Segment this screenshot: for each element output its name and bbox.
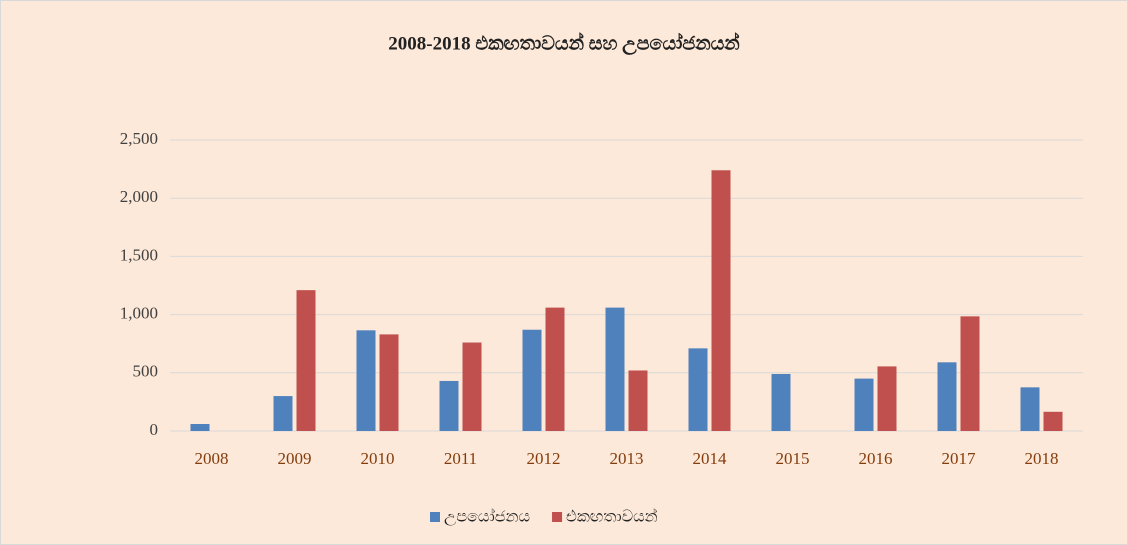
bar: [1020, 387, 1040, 431]
x-tick-label: 2014: [693, 449, 728, 468]
bar: [688, 348, 708, 431]
y-tick-label: 1,000: [120, 304, 158, 323]
bar: [522, 329, 542, 431]
bar: [273, 396, 293, 431]
bar: [711, 170, 731, 431]
x-tick-label: 2009: [278, 449, 312, 468]
x-tick-label: 2017: [942, 449, 977, 468]
bar: [1043, 411, 1063, 431]
bar: [190, 424, 210, 431]
y-tick-label: 1,500: [120, 245, 158, 264]
y-tick-label: 2,000: [120, 187, 158, 206]
x-tick-label: 2018: [1025, 449, 1059, 468]
bar: [439, 380, 459, 431]
bar: [545, 307, 565, 431]
legend-label: උපයෝජනය: [444, 508, 530, 527]
bar: [854, 378, 874, 431]
bar: [379, 334, 399, 431]
bar: [628, 370, 648, 431]
legend-swatch: [430, 512, 440, 522]
bar: [356, 330, 376, 431]
bar: [771, 373, 791, 431]
x-tick-label: 2008: [195, 449, 229, 468]
x-tick-label: 2011: [444, 449, 477, 468]
bar: [462, 342, 482, 431]
x-tick-label: 2012: [527, 449, 561, 468]
x-tick-label: 2016: [859, 449, 893, 468]
bar: [877, 366, 897, 431]
y-tick-label: 500: [133, 362, 159, 381]
y-tick-label: 2,500: [120, 129, 158, 148]
bar: [960, 316, 980, 431]
x-tick-label: 2010: [361, 449, 395, 468]
bar: [605, 307, 625, 431]
legend-swatch: [552, 512, 563, 522]
y-tick-label: 0: [150, 420, 159, 439]
bar: [937, 362, 957, 431]
x-tick-label: 2013: [610, 449, 644, 468]
legend-label: එකඟතාවයන්: [566, 508, 658, 526]
chart-title: 2008-2018 එකඟතාවයන් සහ උපයෝජනයන්: [388, 32, 740, 55]
x-tick-label: 2015: [776, 449, 810, 468]
bar: [296, 290, 316, 431]
